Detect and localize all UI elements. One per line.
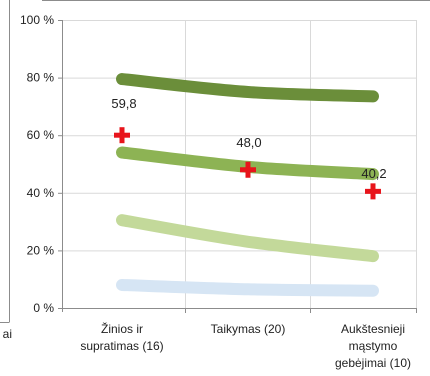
x-category-label-line: Taikymas (20) <box>211 322 286 336</box>
series-band-1 <box>116 73 379 103</box>
x-category-label-line: Žinios ir <box>101 321 143 336</box>
plus-marker <box>114 127 130 144</box>
value-label: 48,0 <box>236 135 261 150</box>
x-category-label-line: mąstymo <box>349 339 398 353</box>
plus-marker-horizontal <box>114 132 130 138</box>
value-label: 59,8 <box>111 96 136 111</box>
y-tick-label: 40 % <box>27 186 55 200</box>
left-edge-text: ai <box>3 327 12 341</box>
x-category-label: Taikymas (20) <box>211 322 286 336</box>
plus-marker <box>240 161 256 178</box>
plus-marker-horizontal <box>240 167 256 173</box>
x-axis-labels: Žinios ir supratimas (16) Taikymas (20) Auk… <box>80 321 411 370</box>
plot-frame <box>0 0 430 323</box>
plus-marker <box>365 183 381 200</box>
x-category-label-line: supratimas (16) <box>80 339 163 353</box>
y-axis-ticks: 0 % 20 % 40 % 60 % 80 % 100 % <box>20 13 62 315</box>
series-band-3 <box>116 214 379 263</box>
axes <box>58 20 417 313</box>
series-band-4 <box>116 278 379 297</box>
y-tick-label: 80 % <box>27 71 55 85</box>
y-tick-label: 100 % <box>20 13 54 27</box>
series-bands <box>116 73 379 297</box>
y-tick-label: 60 % <box>27 128 55 142</box>
value-label: 40,2 <box>361 166 386 181</box>
x-category-label-line: gebėjimai (10) <box>335 356 411 370</box>
y-tick-label: 0 % <box>33 301 54 315</box>
plus-marker-horizontal <box>365 188 381 194</box>
y-tick-label: 20 % <box>27 243 55 257</box>
x-category-label-line: Aukštesnieji <box>341 322 405 336</box>
value-markers <box>114 127 381 200</box>
clipped-category-label: ai <box>3 327 12 341</box>
x-category-label: Aukštesnieji mąstymo gebėjimai (10) <box>335 322 411 370</box>
value-labels: 59,8 48,0 40,2 <box>111 96 386 181</box>
x-category-label: Žinios ir supratimas (16) <box>80 321 163 353</box>
